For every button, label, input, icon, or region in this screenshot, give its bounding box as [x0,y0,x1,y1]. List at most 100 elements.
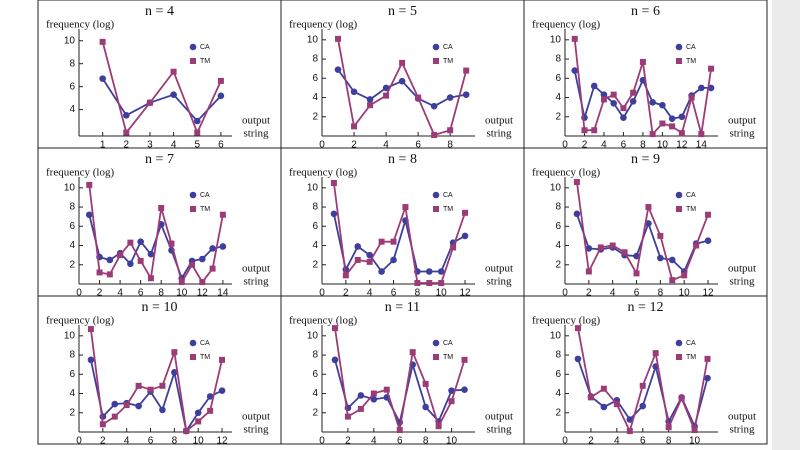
y-tick-label: 4 [312,388,318,399]
x-tick-label: 8 [172,436,178,447]
panel-title: n = 7 [145,152,174,167]
point [357,392,365,399]
y-axis-label: frequency (log) [289,19,357,31]
x-axis-label: output [728,115,756,127]
point [600,96,607,103]
y-tick-label: 8 [69,202,75,213]
point [463,67,470,74]
x-axis-label: string [243,128,269,140]
x-tick-label: 0 [76,288,82,299]
point [378,268,385,275]
point [430,102,438,110]
point [649,99,656,106]
point [462,91,470,98]
point [574,355,582,363]
x-tick-label: 2 [586,288,592,299]
point [159,382,166,389]
point [571,67,579,74]
legend-marker [190,58,196,64]
x-tick-label: 12 [459,288,471,299]
x-tick-label: 12 [197,288,209,299]
x-tick-label: 6 [634,288,640,299]
point [383,386,390,393]
point [461,386,468,393]
point [573,179,580,186]
point [704,374,711,382]
x-tick-label: 0 [562,140,568,151]
x-tick-label: 6 [138,288,144,299]
y-tick-label: 10 [64,35,76,46]
x-tick-label: 0 [562,436,568,447]
point [581,127,588,134]
point [585,245,593,252]
point [448,387,455,394]
point [620,105,627,112]
y-axis-label: frequency (log) [46,315,114,327]
point [168,240,175,247]
legend-marker [433,354,439,360]
panel-title: n = 10 [142,300,178,315]
x-axis-label: output [242,411,270,423]
point [409,349,416,356]
point [621,249,628,256]
panel-title: n = 5 [388,4,417,19]
point [447,127,454,134]
point [193,117,201,125]
series-line [333,213,466,273]
series-line [576,181,709,282]
panel-border [523,295,768,445]
point [334,66,342,73]
point [585,268,592,275]
point [657,254,664,262]
legend-label: CA [443,44,453,51]
point [207,407,214,414]
x-axis-label: output [485,411,513,423]
y-tick-label: 2 [312,259,318,270]
x-tick-label: 6 [621,140,627,151]
y-tick-label: 10 [307,34,319,45]
point [448,398,455,405]
point [127,239,134,246]
point [199,279,206,286]
legend-marker [432,191,440,199]
point [87,326,94,333]
point [123,402,130,409]
y-tick-label: 8 [555,350,561,361]
point [85,211,93,219]
x-tick-label: 2 [588,436,594,447]
point [681,272,688,279]
y-tick-label: 6 [312,73,318,84]
x-tick-label: 1 [100,140,106,151]
x-tick-label: 12 [676,140,688,151]
panel-title: n = 4 [145,4,174,19]
point [437,268,445,275]
y-tick-label: 10 [64,330,76,341]
x-tick-label: 4 [371,436,377,447]
x-tick-label: 2 [582,140,588,151]
point [111,400,119,408]
x-tick-label: 6 [640,436,646,447]
y-tick-label: 6 [69,221,75,232]
y-axis-label: frequency (log) [46,167,114,179]
y-tick-label: 10 [550,182,562,193]
y-tick-label: 10 [550,34,562,45]
point [135,402,142,410]
point [698,84,705,92]
x-tick-label: 4 [124,436,130,447]
point [645,220,652,227]
point [366,96,374,103]
y-axis-label: frequency (log) [46,19,114,31]
x-tick-label: 6 [148,436,154,447]
x-axis-label: output [728,411,756,423]
point [704,355,711,362]
y-tick-label: 6 [555,221,561,232]
y-tick-label: 2 [69,407,75,418]
x-tick-label: 12 [216,436,228,447]
point [415,94,422,101]
point [587,394,594,401]
point [630,89,637,96]
point [396,427,403,434]
